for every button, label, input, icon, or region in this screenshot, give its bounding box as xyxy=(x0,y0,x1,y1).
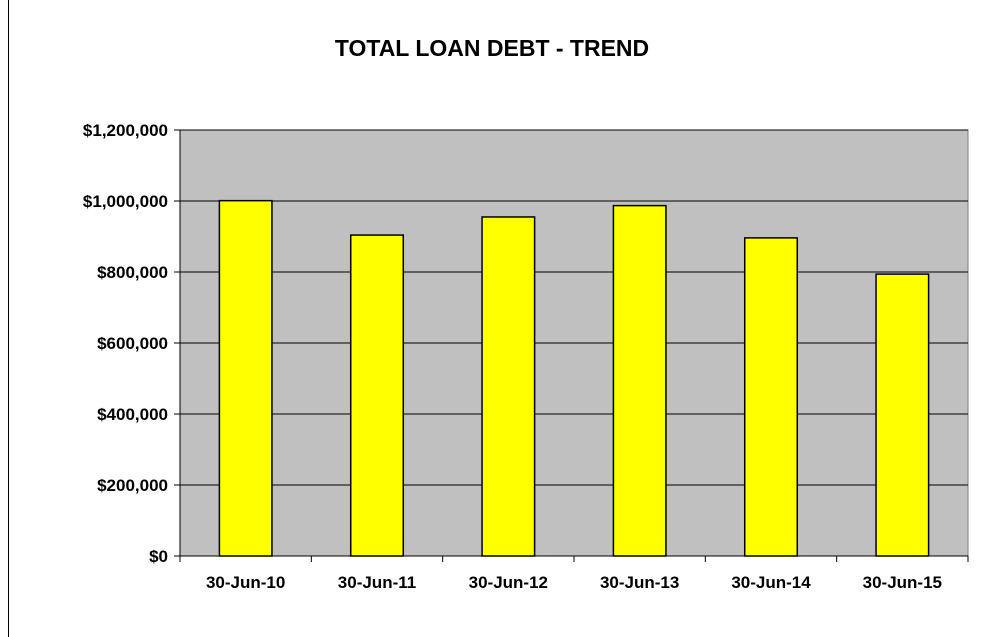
x-tick-label: 30-Jun-15 xyxy=(863,573,942,592)
bar xyxy=(743,237,799,557)
y-tick-label: $1,200,000 xyxy=(83,121,168,140)
y-tick-label: $0 xyxy=(149,547,168,566)
bar xyxy=(481,216,536,557)
x-tick-label: 30-Jun-10 xyxy=(206,573,285,592)
y-tick-label: $400,000 xyxy=(97,405,168,424)
x-axis: 30-Jun-10 30-Jun-11 30-Jun-12 30-Jun-13 30-J… xyxy=(179,555,969,592)
x-tick-label: 30-Jun-11 xyxy=(338,573,416,592)
x-tick-label: 30-Jun-14 xyxy=(731,573,811,592)
gridlines xyxy=(180,129,968,486)
y-axis: $0 $200,000 $400,000 $600,000 $800,000 $1,000… xyxy=(83,121,181,566)
chart-title: TOTAL LOAN DEBT - TREND xyxy=(334,35,650,61)
x-tick-label: 30-Jun-13 xyxy=(600,573,679,592)
y-tick-label: $1,000,000 xyxy=(83,192,168,211)
bar xyxy=(875,273,930,557)
left-border-line xyxy=(8,0,9,637)
y-tick-label: $600,000 xyxy=(97,334,168,353)
bar xyxy=(218,199,273,557)
y-tick-label: $200,000 xyxy=(97,476,168,495)
x-tick-label: 30-Jun-12 xyxy=(469,573,548,592)
bar xyxy=(612,204,667,557)
y-tick-label: $800,000 xyxy=(97,263,168,282)
bar xyxy=(349,234,405,557)
